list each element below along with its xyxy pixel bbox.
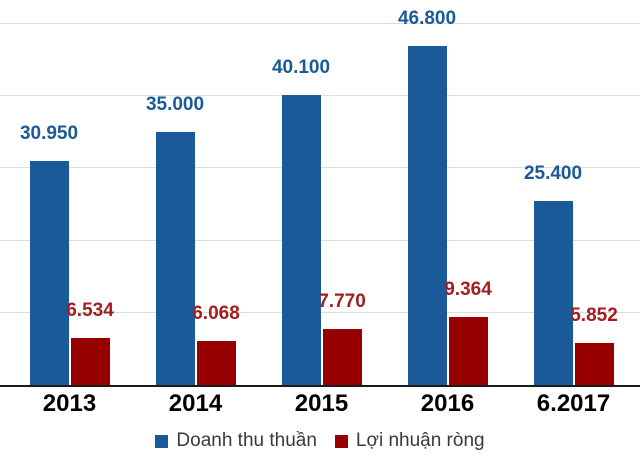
legend-swatch-net-profit-icon: [334, 434, 348, 448]
bar-net-revenue-2013: [29, 160, 69, 385]
legend-label-net-profit: Lợi nhuận ròng: [355, 430, 485, 451]
legend: Doanh thu thuần Lợi nhuận ròng: [0, 428, 640, 454]
gridline: [0, 22, 640, 24]
value-label-net-profit-2014: 6.068: [192, 303, 240, 325]
legend-swatch-net-revenue-icon: [155, 434, 169, 448]
value-label-net-profit-2016: 9.364: [444, 279, 492, 301]
x-tick-label-2016: 2016: [420, 390, 475, 417]
value-label-net-profit-6.2017: 5.852: [570, 304, 618, 326]
x-tick-label-2013: 2013: [42, 390, 97, 417]
legend-label-net-revenue: Doanh thu thuần: [176, 430, 317, 451]
legend-item-net-revenue: Doanh thu thuần: [155, 430, 317, 452]
value-label-net-revenue-2016: 46.800: [397, 8, 457, 30]
bar-net-revenue-2016: [407, 46, 447, 385]
bar-net-profit-2016: [448, 317, 488, 385]
bar-net-profit-2013: [70, 337, 110, 385]
x-tick-label-6.2017: 6.2017: [536, 390, 611, 417]
value-label-net-revenue-2014: 35.000: [145, 93, 205, 115]
bar-net-revenue-2015: [281, 94, 321, 385]
bar-net-profit-2014: [196, 341, 236, 385]
x-axis-labels: 2013 2014 2015 2016 6.2017: [0, 390, 640, 420]
bar-net-profit-6.2017: [574, 342, 614, 385]
x-tick-label-2014: 2014: [168, 390, 223, 417]
value-label-net-revenue-2013: 30.950: [19, 122, 79, 144]
bar-net-revenue-2014: [155, 131, 195, 385]
value-label-net-revenue-6.2017: 25.400: [523, 163, 583, 185]
bar-net-revenue-6.2017: [533, 201, 573, 385]
bar-net-profit-2015: [322, 328, 362, 385]
legend-item-net-profit: Lợi nhuận ròng: [334, 430, 485, 452]
value-label-net-profit-2015: 7.770: [318, 290, 366, 312]
plot-area: 30.950 6.534 35.000 6.068 40.100 7.770 46.800 9…: [0, 8, 640, 387]
x-tick-label-2015: 2015: [294, 390, 349, 417]
value-label-net-profit-2013: 6.534: [66, 299, 114, 321]
value-label-net-revenue-2015: 40.100: [271, 56, 331, 78]
